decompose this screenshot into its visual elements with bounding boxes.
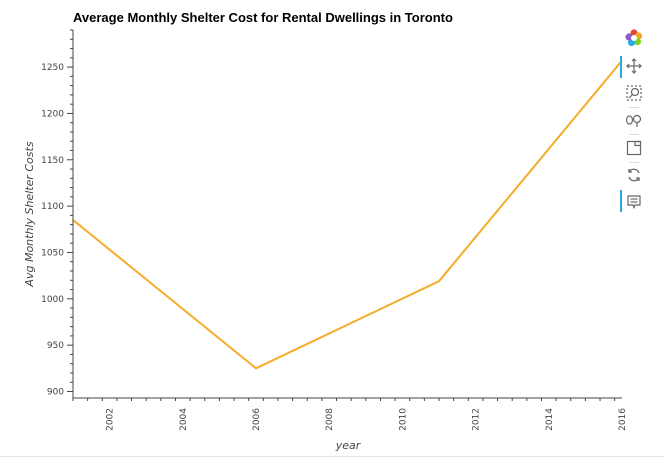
pan-tool-active-indicator <box>620 56 622 78</box>
toolbar-separator <box>629 107 639 108</box>
x-tick-label: 2010 <box>398 408 408 431</box>
reset-icon[interactable] <box>624 165 644 185</box>
y-tick-label: 1000 <box>41 295 64 305</box>
y-axis: 900 950 1000 1050 1100 1150 1200 1250 <box>41 29 74 398</box>
y-axis-label: Avg Monthly Shelter Costs <box>23 141 36 287</box>
y-tick-label: 950 <box>47 341 64 351</box>
pan-icon[interactable] <box>624 56 644 76</box>
x-tick-label: 2002 <box>106 408 116 431</box>
x-tick-label: 2016 <box>618 408 628 431</box>
y-tick-label: 1200 <box>41 109 64 119</box>
toolbar-separator <box>629 134 639 135</box>
series-line[interactable] <box>72 59 623 370</box>
save-icon[interactable] <box>624 138 644 158</box>
y-tick-label: 1150 <box>41 156 64 166</box>
x-tick-label: 2006 <box>252 408 262 431</box>
chart-toolbar <box>620 26 648 226</box>
page-divider <box>0 456 664 457</box>
x-tick-label: 2012 <box>472 408 482 431</box>
y-tick-label: 1100 <box>41 202 64 212</box>
x-tick-label: 2008 <box>325 408 335 431</box>
wheel-zoom-icon[interactable] <box>624 110 644 130</box>
toolbar-separator <box>629 162 639 163</box>
box-zoom-icon[interactable] <box>624 83 644 103</box>
hover-icon[interactable] <box>624 192 644 212</box>
hover-tool-active-indicator <box>620 190 622 212</box>
y-tick-label: 900 <box>47 388 64 398</box>
x-tick-label: 2014 <box>545 408 555 431</box>
plot-area[interactable] <box>72 59 623 370</box>
chart-title: Average Monthly Shelter Cost for Rental … <box>73 10 453 25</box>
x-axis: 2002 2004 2006 2008 2010 2012 2014 2016 <box>72 397 628 431</box>
x-axis-label: year <box>335 439 362 452</box>
bokeh-logo-icon[interactable] <box>624 28 644 48</box>
x-tick-label: 2004 <box>179 408 189 431</box>
y-tick-label: 1050 <box>41 248 64 258</box>
y-tick-label: 1250 <box>41 63 64 73</box>
